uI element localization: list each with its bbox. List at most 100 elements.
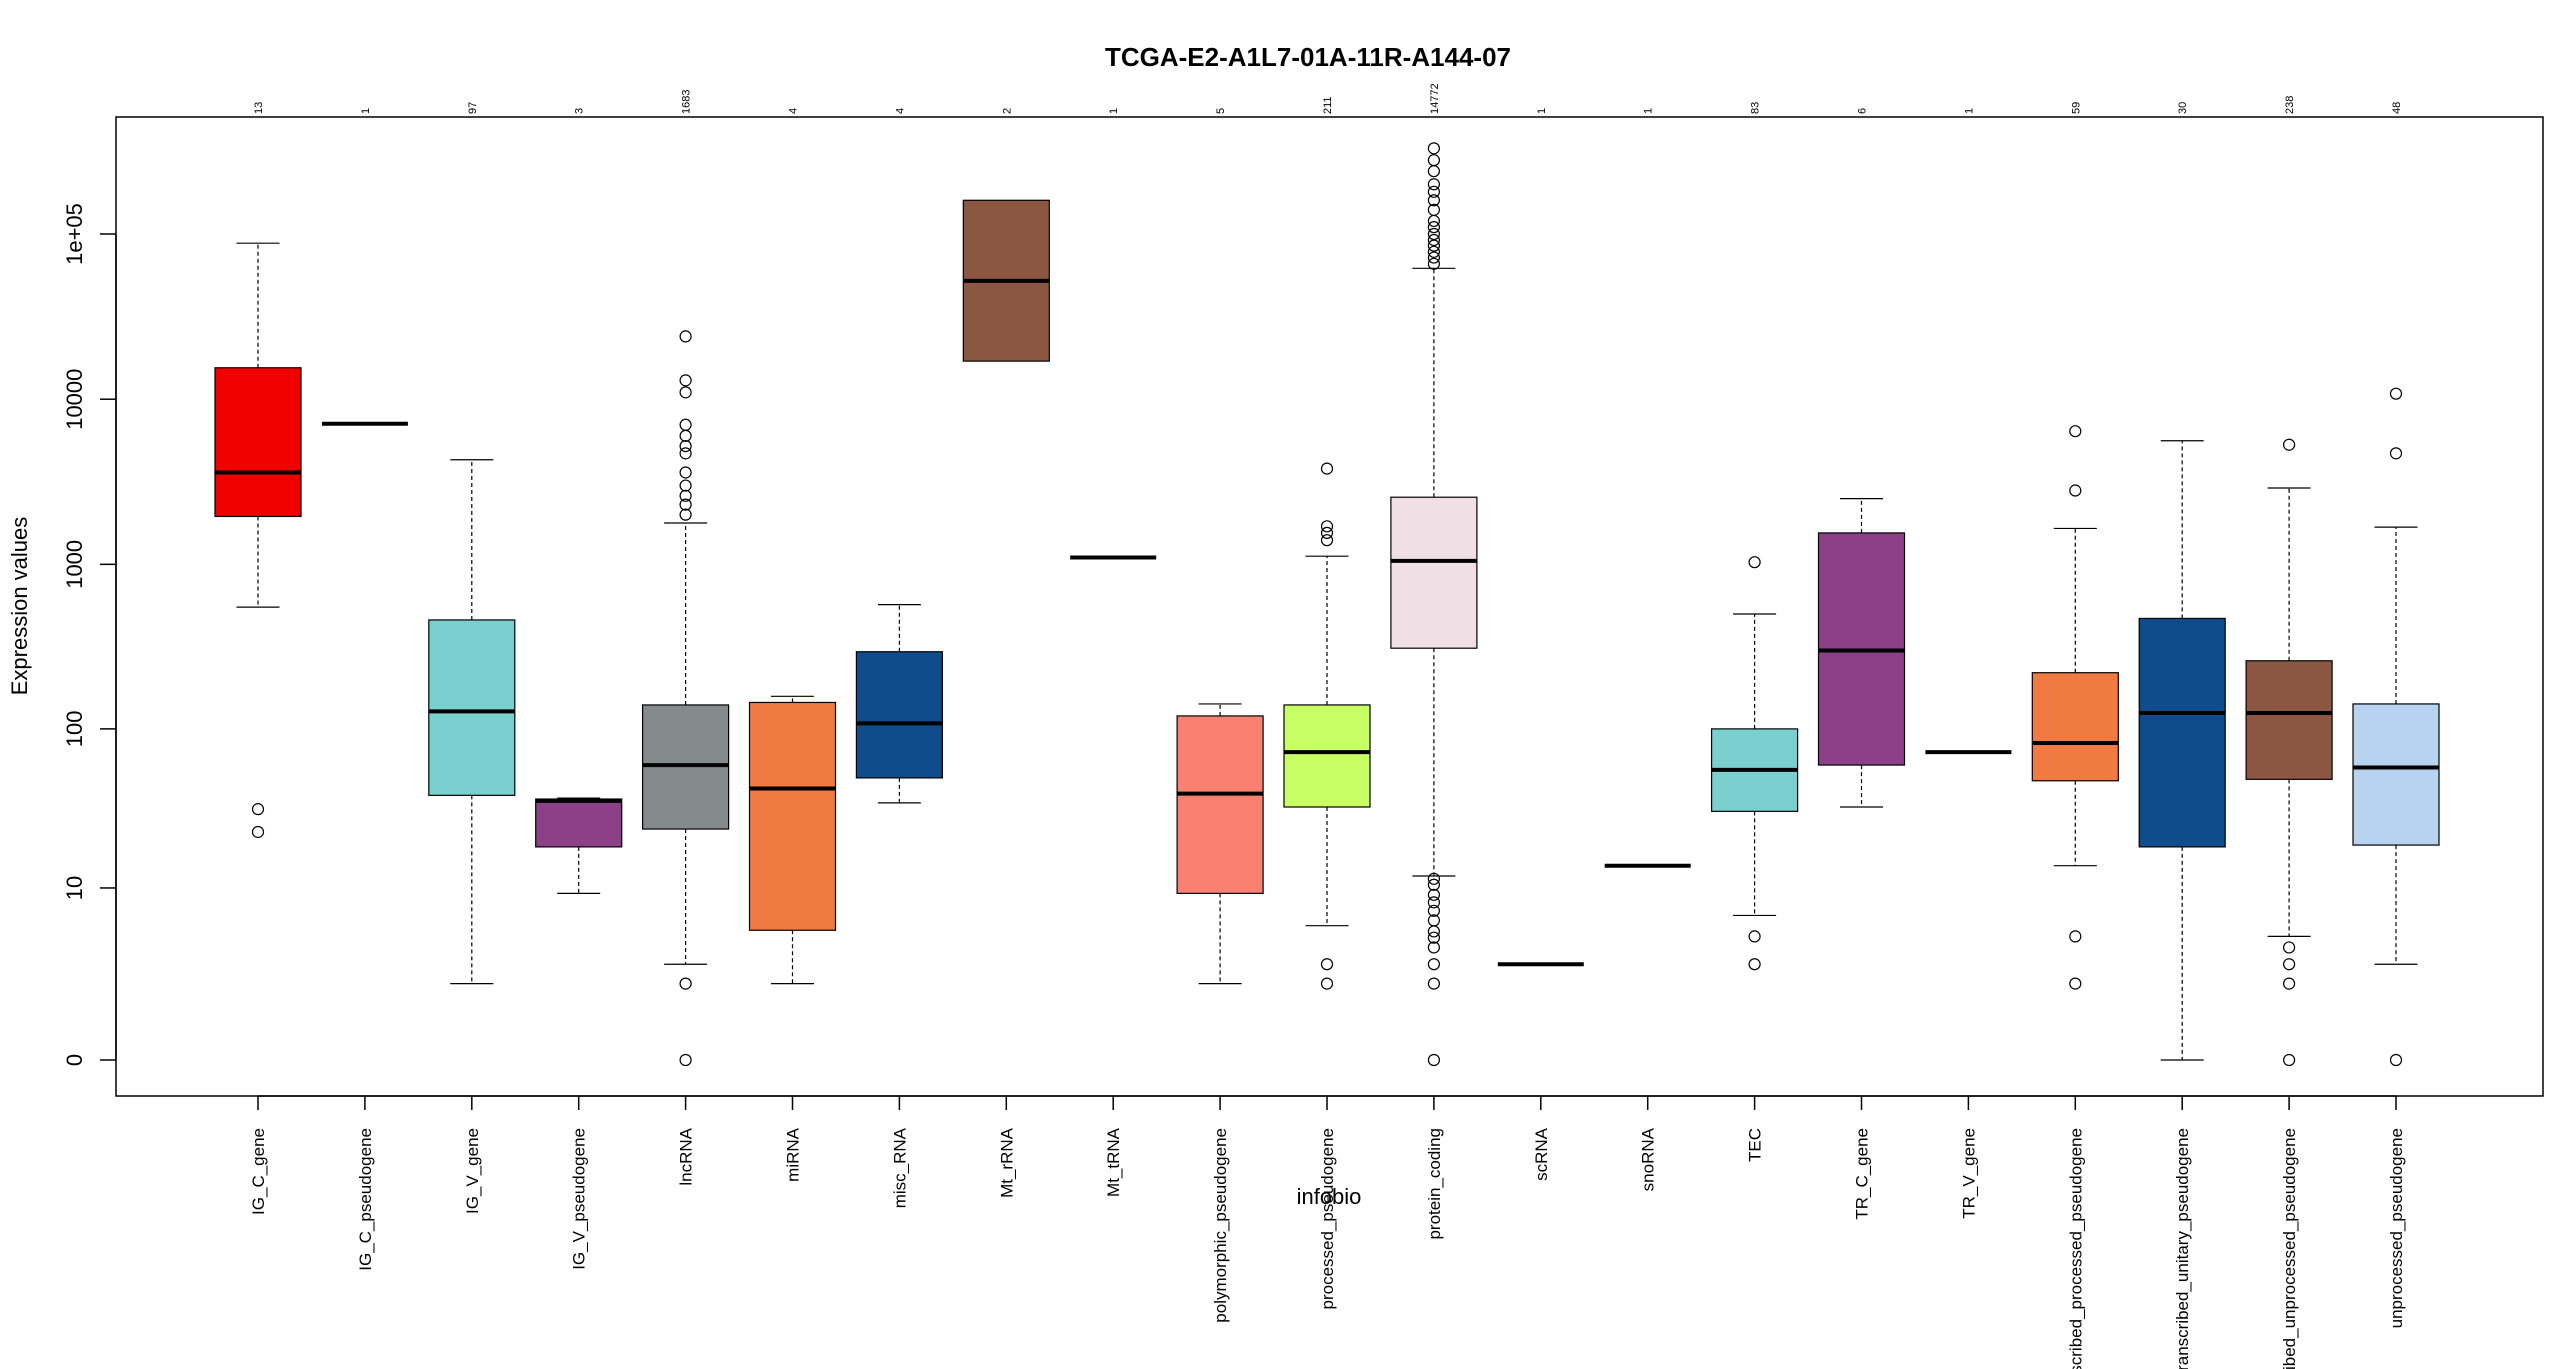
- y-axis-label: Expression values: [7, 517, 32, 696]
- x-axis-label: infobio: [1297, 1184, 1362, 1209]
- box-iqr: [214, 367, 302, 518]
- y-axis: 0 10 100 1000 10000 1e+05: [62, 203, 117, 1066]
- outlier-point: [1427, 165, 1441, 178]
- count-label: 1683: [681, 90, 693, 114]
- box-iqr: [2352, 703, 2440, 846]
- x-tick-label: miRNA: [784, 1127, 803, 1181]
- outlier-point: [679, 466, 692, 479]
- outlier-point: [1427, 221, 1441, 234]
- outlier-point: [1427, 904, 1441, 917]
- box-polymorphic_pseudogene: [1176, 703, 1264, 985]
- outlier-point: [251, 825, 265, 839]
- outlier-point: [679, 374, 692, 387]
- x-tick-label: lncRNA: [677, 1127, 696, 1185]
- count-label: 1: [1963, 108, 1975, 114]
- x-tick-label: IG_C_gene: [249, 1128, 268, 1215]
- outlier-point: [2069, 930, 2082, 943]
- count-label: 5: [1215, 108, 1227, 114]
- outlier-point: [1320, 977, 1334, 990]
- outlier-point: [1427, 185, 1441, 198]
- outlier-point: [1320, 534, 1334, 547]
- outlier-point: [1320, 520, 1334, 533]
- box-miRNA: [748, 695, 837, 985]
- x-tick-label: transcribed_processed_pseudogene: [2066, 1128, 2085, 1369]
- y-tick-label: 100: [62, 711, 87, 748]
- outlier-point: [2069, 484, 2082, 497]
- count-label: 30: [2177, 102, 2189, 114]
- count-label: 83: [1750, 102, 1762, 114]
- y-tick-label: 10000: [62, 369, 87, 430]
- box-iqr: [1390, 496, 1478, 649]
- outlier-point: [1320, 462, 1334, 475]
- outlier-point: [1427, 194, 1441, 207]
- x-tick-label: IG_V_gene: [463, 1128, 482, 1214]
- x-tick-label: scRNA: [1532, 1127, 1551, 1181]
- x-axis: IG_C_gene IG_C_pseudogene IG_V_gene IG_V_ps…: [249, 1095, 2406, 1369]
- outlier-point: [2389, 387, 2403, 400]
- count-label: 238: [2284, 96, 2296, 114]
- outlier-point: [679, 508, 692, 521]
- x-tick-label: transcribed_unprocessed_pseudogene: [2280, 1128, 2299, 1369]
- x-tick-label: IG_V_pseudogene: [570, 1128, 589, 1270]
- box-iqr: [748, 701, 837, 931]
- x-tick-label: IG_C_pseudogene: [356, 1128, 375, 1271]
- chart-title: TCGA-E2-A1L7-01A-11R-A144-07: [1105, 42, 1511, 72]
- box-transcribed_unitary_pseudogene: [2138, 440, 2226, 1061]
- box-iqr: [2031, 672, 2119, 782]
- outlier-point: [1427, 896, 1441, 909]
- outlier-point: [1427, 257, 1441, 270]
- outlier-point: [2069, 425, 2082, 438]
- x-tick-label: processed_pseudogene: [1318, 1128, 1337, 1309]
- outlier-point: [1427, 958, 1441, 971]
- count-label: 211: [1322, 96, 1334, 114]
- y-tick-label: 1e+05: [62, 203, 87, 265]
- outlier-point: [1427, 154, 1441, 167]
- box-iqr: [1176, 715, 1264, 894]
- outlier-point: [679, 440, 692, 453]
- count-label: 2: [1001, 108, 1013, 114]
- outlier-point: [1320, 958, 1334, 971]
- x-tick-label: protein_coding: [1425, 1128, 1444, 1240]
- outlier-point: [2389, 1053, 2403, 1067]
- count-label: 48: [2391, 102, 2403, 114]
- count-label: 13: [253, 102, 265, 114]
- outlier-point: [679, 977, 692, 990]
- plot-frame: [115, 116, 2544, 1097]
- outlier-point: [1427, 941, 1441, 954]
- outlier-point: [1427, 925, 1441, 938]
- box-Mt_rRNA: [962, 199, 1050, 362]
- outlier-point: [2283, 941, 2296, 954]
- x-tick-label: polymorphic_pseudogene: [1211, 1128, 1230, 1323]
- outlier-point: [1427, 178, 1441, 191]
- count-label: 1: [360, 108, 372, 114]
- count-label: 1: [1536, 108, 1548, 114]
- x-tick-label: Mt_tRNA: [1104, 1127, 1123, 1197]
- x-tick-label: TR_V_gene: [1959, 1128, 1978, 1219]
- outlier-point: [679, 479, 692, 492]
- box-processed_pseudogene: [1283, 462, 1371, 990]
- outlier-point: [1427, 233, 1441, 247]
- count-labels: 13 1 97 3 1683 4 4 2 1 5 211 14772 1 1 83 6 1 59 30 238 48: [253, 83, 2403, 114]
- outlier-point: [1427, 214, 1441, 228]
- box-iqr: [428, 619, 516, 796]
- box-protein_coding: [1390, 142, 1478, 1067]
- box-iqr: [535, 798, 623, 848]
- outlier-point: [1427, 227, 1441, 241]
- outlier-point: [1320, 526, 1334, 540]
- outlier-point: [2283, 1053, 2296, 1067]
- x-tick-label: snoRNA: [1639, 1127, 1658, 1191]
- outlier-point: [679, 418, 692, 431]
- count-label: 3: [574, 108, 586, 114]
- count-label: 6: [1857, 108, 1869, 114]
- box-iqr: [2138, 617, 2226, 848]
- outlier-point: [1427, 239, 1441, 252]
- outlier-point: [1427, 245, 1441, 258]
- count-label: 1: [1643, 108, 1655, 114]
- box-TEC: [1710, 556, 1799, 971]
- box-iqr: [855, 651, 944, 779]
- x-tick-label: unprocessed_pseudogene: [2387, 1128, 2406, 1328]
- y-tick-label: 10: [62, 876, 87, 900]
- y-tick-label: 0: [62, 1054, 87, 1066]
- outlier-point: [1748, 958, 1761, 971]
